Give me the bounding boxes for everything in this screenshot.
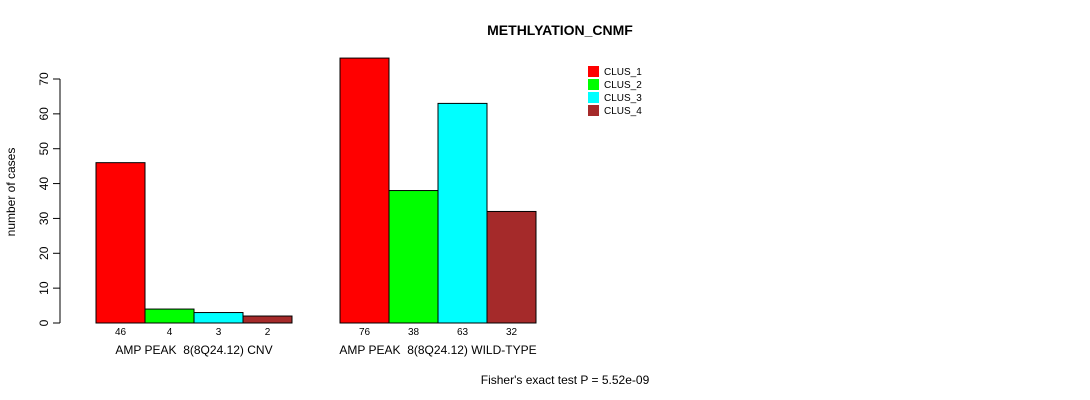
bar-value-label: 63 bbox=[457, 327, 469, 338]
legend-label-clus_3: CLUS_3 bbox=[604, 93, 642, 104]
bar-clus_1-group-1 bbox=[95, 162, 146, 324]
y-tick-label: 20 bbox=[37, 246, 51, 260]
group-label: AMP PEAK 8(8Q24.12) WILD-TYPE bbox=[339, 343, 536, 357]
bar-value-label: 2 bbox=[265, 327, 271, 338]
group-labels: AMP PEAK 8(8Q24.12) CNV AMP PEAK 8(8Q24.1… bbox=[115, 343, 536, 357]
bar-value-label: 4 bbox=[167, 327, 173, 338]
y-tick-label: 50 bbox=[37, 142, 51, 156]
y-tick-label: 30 bbox=[37, 211, 51, 225]
bar-value-label: 3 bbox=[216, 327, 222, 338]
y-tick-label: 60 bbox=[37, 107, 51, 121]
legend-label-clus_4: CLUS_4 bbox=[604, 106, 642, 117]
bar-value-label: 76 bbox=[359, 327, 371, 338]
y-tick-label: 40 bbox=[37, 177, 51, 191]
group-label: AMP PEAK 8(8Q24.12) CNV bbox=[115, 343, 272, 357]
y-axis-ticks: 0 10 20 30 40 50 60 70 bbox=[37, 72, 60, 326]
bar-clus_1-group-2 bbox=[339, 57, 390, 324]
legend-label-clus_2: CLUS_2 bbox=[604, 80, 642, 91]
legend-swatch-clus_3 bbox=[588, 92, 599, 103]
y-tick-label: 70 bbox=[37, 72, 51, 86]
fisher-test-footnote: Fisher's exact test P = 5.52e-09 bbox=[481, 373, 650, 387]
legend-swatch-clus_4 bbox=[588, 105, 599, 116]
y-tick-label: 0 bbox=[37, 319, 51, 326]
bar-clus_3-group-2 bbox=[437, 102, 488, 324]
bar-value-label: 32 bbox=[506, 327, 518, 338]
bars-group bbox=[95, 57, 537, 324]
legend-swatch-clus_2 bbox=[588, 79, 599, 90]
bar-clus_4-group-1 bbox=[242, 315, 293, 324]
bar-value-labels: 46 4 3 2 76 38 63 32 bbox=[115, 327, 518, 338]
chart-title: METHLYATION_CNMF bbox=[487, 22, 633, 38]
bar-clus_2-group-2 bbox=[388, 190, 439, 324]
y-axis-label: number of cases bbox=[4, 148, 18, 237]
legend: CLUS_1 CLUS_2 CLUS_3 CLUS_4 bbox=[588, 66, 642, 117]
bar-value-label: 46 bbox=[115, 327, 127, 338]
bar-clus_4-group-2 bbox=[486, 210, 537, 324]
bar-clus_2-group-1 bbox=[144, 308, 195, 324]
legend-swatch-clus_1 bbox=[588, 66, 599, 77]
legend-label-clus_1: CLUS_1 bbox=[604, 67, 642, 78]
y-tick-label: 10 bbox=[37, 281, 51, 295]
bar-clus_3-group-1 bbox=[193, 312, 244, 324]
bar-value-label: 38 bbox=[408, 327, 420, 338]
